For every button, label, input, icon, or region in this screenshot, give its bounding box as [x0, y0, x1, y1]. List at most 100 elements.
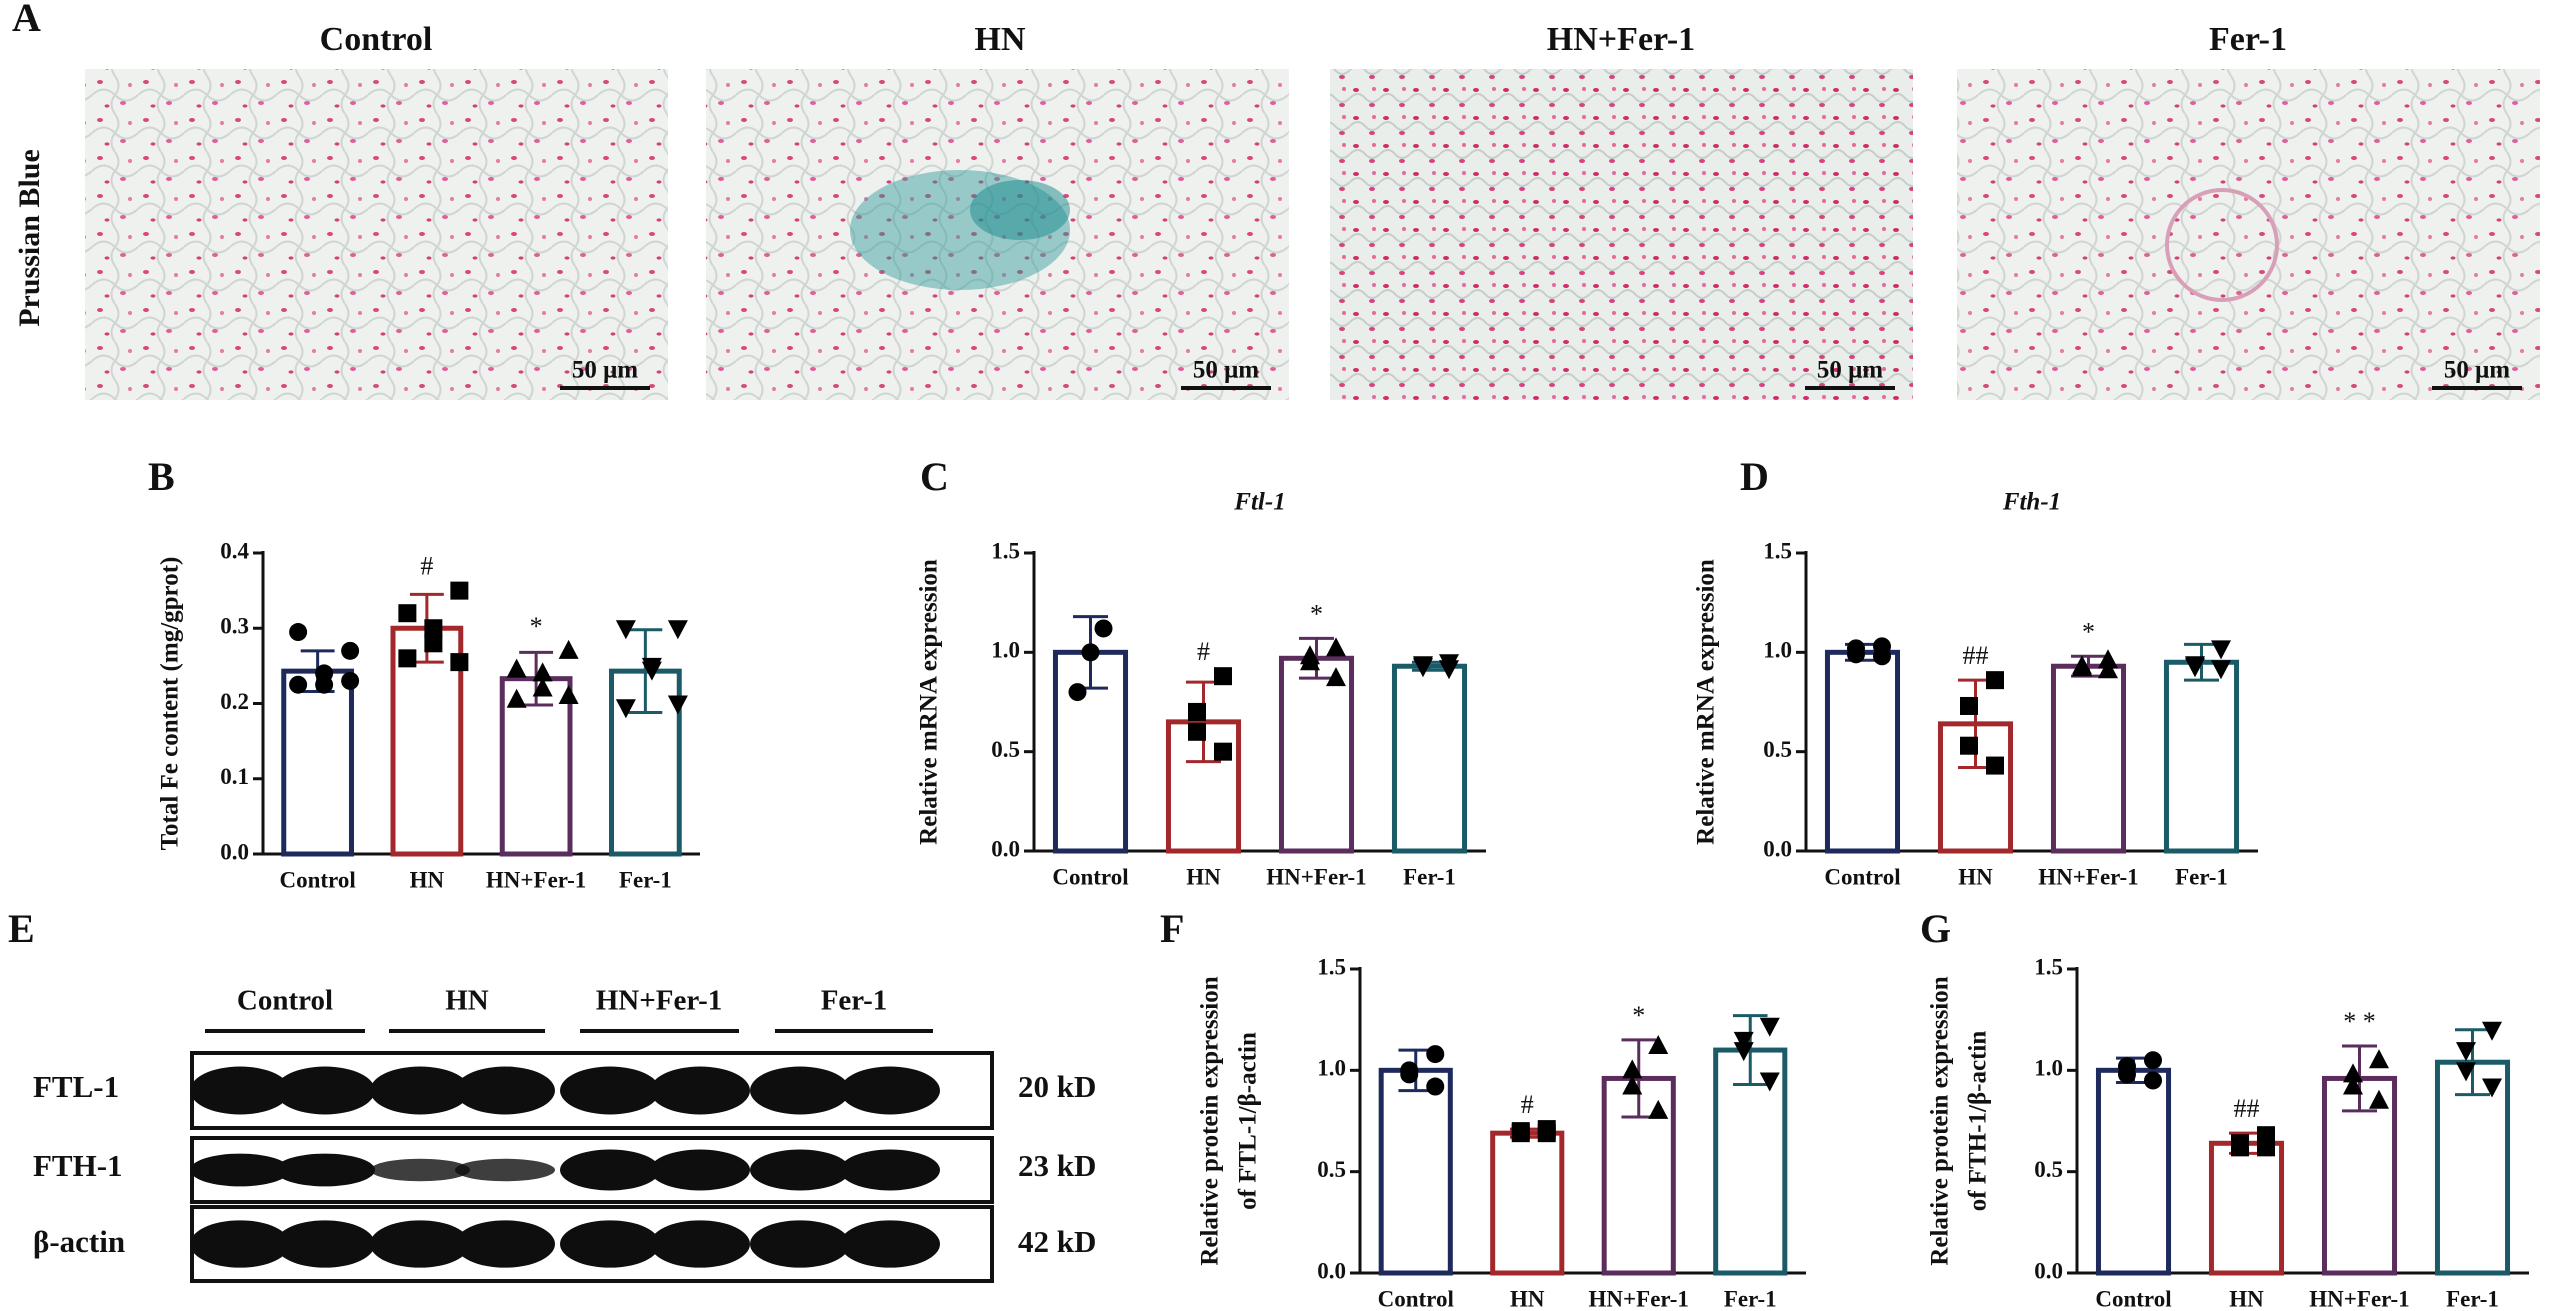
x-tick-label: HN+Fer-1 — [486, 867, 586, 892]
x-tick-label: Control — [280, 867, 356, 892]
group-label: HN — [445, 985, 489, 1017]
data-point — [1622, 1075, 1643, 1095]
bar — [2163, 659, 2240, 854]
size-label: 42 kD — [1018, 1224, 1096, 1259]
data-point — [2456, 1042, 2476, 1062]
y-tick-label: 0.2 — [220, 689, 249, 714]
bar — [2208, 1140, 2285, 1276]
blot-band — [190, 1153, 290, 1187]
data-point — [641, 657, 662, 677]
data-point — [1326, 637, 1346, 657]
blot-band — [650, 1220, 750, 1268]
data-point — [1400, 1065, 1419, 1084]
protein-label: FTL-1 — [33, 1069, 119, 1104]
blot-band — [275, 1066, 375, 1115]
data-point — [2456, 1062, 2476, 1082]
data-point — [1960, 696, 1978, 715]
x-tick-label: Control — [1052, 864, 1128, 889]
data-point — [1648, 1035, 1669, 1055]
x-tick-label: HN+Fer-1 — [2038, 864, 2138, 889]
data-point — [1188, 722, 1206, 741]
bar — [1391, 663, 1468, 854]
panel-letter: A — [12, 0, 41, 40]
blot-band — [455, 1220, 555, 1268]
data-point — [2072, 657, 2092, 677]
group-label: HN+Fer-1 — [1547, 21, 1695, 58]
significance: * — [1632, 1001, 1645, 1030]
group-label: Fer-1 — [821, 985, 888, 1017]
blot-band — [750, 1066, 850, 1115]
data-point — [341, 641, 360, 660]
panel-letter: F — [1160, 906, 1184, 951]
group-label: HN — [975, 21, 1026, 58]
error-bar — [1732, 1014, 1768, 1087]
scale-bar-label: 50 μm — [572, 357, 638, 384]
x-tick-label: HN+Fer-1 — [2309, 1286, 2409, 1311]
data-point — [398, 649, 417, 668]
data-point — [1759, 1017, 1780, 1037]
y-tick-label: 1.0 — [1317, 1056, 1346, 1081]
blot-band — [560, 1220, 660, 1268]
data-point — [1413, 658, 1433, 678]
data-point — [2144, 1051, 2162, 1070]
blot-band — [455, 1158, 555, 1182]
data-point — [2118, 1065, 2136, 1084]
y-axis-label: Relative protein expression — [1197, 976, 1224, 1265]
chart-title: Ftl-1 — [1233, 489, 1285, 516]
y-tick-label: 1.5 — [2034, 954, 2063, 979]
data-point — [615, 699, 636, 719]
y-tick-label: 1.0 — [2034, 1056, 2063, 1081]
data-point — [1081, 643, 1100, 662]
data-point — [315, 675, 334, 694]
data-point — [2211, 640, 2231, 660]
y-axis-label: of FTL-1/β-actin — [1235, 1032, 1262, 1210]
x-tick-label: HN+Fer-1 — [1266, 864, 1366, 889]
blot-band — [275, 1153, 375, 1187]
micrograph-panels — [85, 69, 2540, 400]
data-point — [2185, 658, 2205, 678]
x-tick-label: Control — [1824, 864, 1900, 889]
blot-band — [560, 1066, 660, 1115]
data-point — [558, 639, 579, 659]
protein-label: FTH-1 — [33, 1148, 123, 1183]
data-point — [341, 671, 360, 690]
panel-letter: E — [8, 906, 35, 951]
bar — [1278, 655, 1355, 854]
data-point — [1326, 667, 1346, 687]
x-tick-label: HN+Fer-1 — [1589, 1286, 1689, 1311]
significance: * * — [2343, 1007, 2376, 1036]
data-point — [1214, 667, 1232, 686]
y-tick-label: 0.0 — [220, 839, 249, 864]
blot-band — [840, 1066, 940, 1115]
data-point — [1986, 756, 2004, 775]
x-tick-label: HN — [2229, 1286, 2264, 1311]
x-tick-label: Fer-1 — [619, 867, 672, 892]
y-tick-label: 0.3 — [220, 614, 249, 639]
data-point — [506, 658, 527, 678]
data-point — [1439, 660, 1459, 680]
significance: * — [530, 612, 543, 641]
data-point — [532, 677, 553, 697]
y-tick-label: 1.0 — [991, 638, 1020, 663]
y-axis-label: Relative protein expression — [1927, 976, 1954, 1265]
data-point — [450, 653, 469, 672]
bar — [1490, 1130, 1565, 1276]
blot-band — [560, 1149, 660, 1191]
scale-bar-label: 50 μm — [1193, 357, 1259, 384]
group-label: Fer-1 — [2209, 21, 2287, 58]
error-bar — [628, 628, 663, 715]
blot-band — [840, 1220, 940, 1268]
x-tick-label: HN — [1510, 1286, 1545, 1311]
protein-label: β-actin — [33, 1224, 125, 1259]
data-point — [450, 581, 469, 600]
bar — [1378, 1067, 1453, 1276]
y-axis-label: Relative mRNA expression — [1693, 559, 1720, 845]
blot-band — [190, 1220, 290, 1268]
blot-band — [370, 1158, 470, 1182]
data-point — [1759, 1072, 1780, 1092]
data-point — [2369, 1089, 2389, 1109]
data-point — [1873, 647, 1891, 666]
data-point — [1094, 619, 1113, 638]
size-label: 23 kD — [1018, 1148, 1096, 1183]
x-tick-label: Fer-1 — [2175, 864, 2228, 889]
